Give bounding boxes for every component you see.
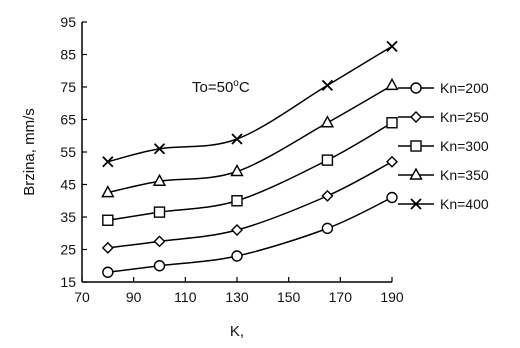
legend-item: Kn=350 [398, 167, 489, 183]
data-point-x [231, 133, 243, 145]
x-tick-label: 150 [277, 289, 301, 305]
data-point-triangle [152, 173, 167, 186]
legend-marker-x [410, 198, 422, 210]
legend-marker-triangle [409, 167, 423, 180]
legend-label: Kn=350 [440, 167, 489, 183]
series-circle [102, 191, 398, 278]
legend-item: Kn=200 [398, 80, 489, 96]
legend-item: Kn=250 [398, 109, 489, 125]
data-point-diamond [231, 224, 243, 236]
series-line [107, 45, 393, 163]
axes: 70 90 110 130 150 170 190 15 25 35 45 55 65 75 85 95 K, B… [21, 14, 404, 340]
data-point-square [386, 117, 398, 129]
x-axis-label: K, [230, 323, 244, 340]
data-point-square [321, 154, 334, 166]
legend-label: Kn=250 [440, 109, 489, 125]
data-point-circle [231, 250, 243, 262]
y-tick-label: 25 [60, 242, 76, 258]
x-tick-label: 130 [225, 289, 249, 305]
y-tick-label: 65 [60, 112, 76, 128]
y-axis-label: Brzina, mm/s [21, 108, 38, 196]
y-tick-label: 55 [60, 144, 76, 160]
annotation-degree: o [233, 78, 239, 89]
data-point-diamond [386, 155, 398, 168]
data-point-square [153, 206, 166, 218]
data-point-square [231, 195, 243, 207]
series-line [107, 84, 393, 194]
data-point-circle [321, 222, 334, 235]
legend-label: Kn=200 [440, 80, 489, 96]
y-tick-label: 35 [60, 209, 76, 225]
data-point-triangle [385, 77, 399, 91]
data-point-triangle [320, 115, 335, 128]
series-line [107, 161, 393, 249]
data-point-square [102, 214, 114, 226]
data-point-diamond [153, 235, 166, 248]
x-tick-label: 90 [126, 289, 142, 305]
data-point-circle [153, 260, 166, 272]
legend-marker-square [410, 140, 422, 152]
y-tick-label: 15 [60, 274, 76, 290]
legend-label: Kn=300 [440, 138, 489, 154]
series-diamond [101, 155, 398, 254]
legend-marker-circle [410, 82, 422, 94]
series-x [102, 40, 398, 168]
x-tick-label: 110 [174, 289, 197, 305]
series-square [102, 117, 398, 226]
series-triangle [101, 77, 399, 198]
y-tick-label: 45 [60, 177, 76, 193]
series-line [107, 196, 393, 273]
temperature-annotation: To=50oC [192, 78, 250, 96]
data-point-x [153, 143, 166, 155]
annotation-prefix: To=50 [192, 79, 233, 96]
x-tick-label: 190 [380, 289, 404, 305]
data-point-triangle [101, 185, 115, 198]
data-point-x [102, 156, 114, 168]
annotation-suffix: C [239, 79, 250, 96]
legend: Kn=200 Kn=250 Kn=300 Kn=350 Kn=400 [398, 80, 489, 212]
legend-item: Kn=300 [398, 138, 489, 154]
legend-item: Kn=400 [398, 196, 489, 212]
data-point-x [321, 79, 334, 92]
data-point-triangle [230, 164, 244, 177]
y-tick-label: 85 [60, 47, 76, 63]
legend-label: Kn=400 [440, 196, 489, 212]
data-point-circle [386, 191, 398, 204]
data-point-circle [102, 266, 114, 278]
series-layer [101, 40, 399, 278]
data-point-diamond [101, 241, 114, 254]
data-point-x [386, 40, 398, 53]
data-point-diamond [321, 189, 334, 202]
y-tick-label: 75 [60, 79, 76, 95]
x-tick-label: 70 [74, 289, 90, 305]
y-tick-label: 95 [60, 14, 76, 30]
x-tick-label: 170 [329, 289, 353, 305]
legend-marker-diamond [410, 111, 422, 123]
series-line [107, 122, 393, 221]
